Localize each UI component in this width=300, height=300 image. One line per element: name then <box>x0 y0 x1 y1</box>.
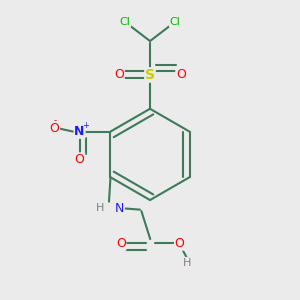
Text: H: H <box>183 258 191 268</box>
Text: O: O <box>176 68 186 81</box>
Text: Cl: Cl <box>119 17 130 27</box>
Text: O: O <box>50 122 59 135</box>
Text: N: N <box>74 125 85 138</box>
Text: O: O <box>114 68 124 81</box>
Text: -: - <box>54 116 57 125</box>
Text: +: + <box>82 121 89 130</box>
Text: O: O <box>175 237 184 250</box>
Text: N: N <box>115 202 124 215</box>
Text: S: S <box>145 68 155 82</box>
Text: O: O <box>116 237 126 250</box>
Text: H: H <box>96 203 105 213</box>
Text: O: O <box>75 153 85 166</box>
Text: Cl: Cl <box>169 17 181 27</box>
